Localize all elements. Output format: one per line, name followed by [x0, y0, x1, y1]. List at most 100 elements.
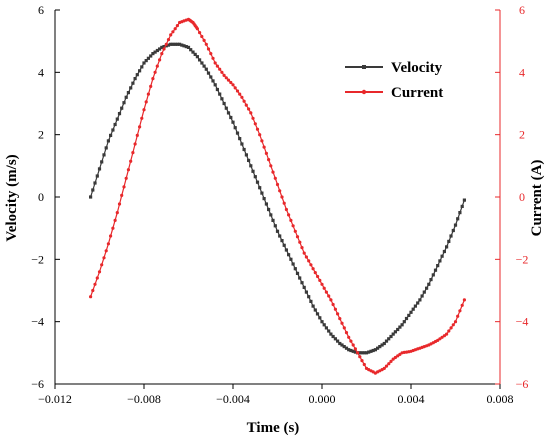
- current-point: [351, 343, 355, 347]
- current-point: [289, 218, 293, 222]
- velocity-point: [249, 164, 253, 168]
- x-tick-label: 0.004: [398, 392, 425, 406]
- current-point: [298, 240, 302, 244]
- velocity-point: [111, 128, 115, 132]
- velocity-point: [269, 213, 273, 217]
- current-point: [445, 332, 449, 336]
- current-point: [258, 133, 262, 137]
- current-point: [140, 116, 144, 120]
- current-point: [104, 249, 108, 253]
- current-point: [336, 312, 340, 316]
- velocity-point: [358, 351, 362, 355]
- current-point: [242, 99, 246, 103]
- velocity-point: [278, 234, 282, 238]
- velocity-point: [247, 158, 251, 162]
- velocity-point: [298, 276, 302, 280]
- current-point: [324, 290, 328, 294]
- current-point: [260, 139, 264, 143]
- velocity-point: [253, 175, 257, 179]
- velocity-point: [367, 350, 371, 354]
- current-point: [304, 255, 308, 259]
- y-tick-label: 2: [38, 128, 44, 142]
- velocity-point: [342, 345, 346, 349]
- current-point: [353, 347, 357, 351]
- y2-tick-label: −6: [516, 377, 529, 391]
- velocity-point: [222, 101, 226, 106]
- velocity-point: [244, 153, 248, 157]
- velocity-point: [456, 217, 460, 221]
- velocity-point: [104, 146, 108, 150]
- current-point: [387, 362, 391, 366]
- current-point: [91, 288, 95, 293]
- velocity-point: [215, 87, 219, 92]
- y2-tick-label: 6: [519, 3, 525, 17]
- current-point: [255, 127, 260, 131]
- velocity-point: [211, 79, 215, 83]
- legend-current-label: Current: [391, 85, 443, 101]
- velocity-point: [115, 117, 119, 121]
- velocity-point: [311, 304, 315, 308]
- current-point: [247, 107, 251, 111]
- velocity-point: [416, 301, 420, 305]
- velocity-point: [462, 198, 466, 202]
- x-tick-label: −0.008: [127, 392, 161, 406]
- velocity-point: [255, 180, 260, 184]
- current-point: [275, 182, 280, 187]
- velocity-point: [389, 334, 393, 339]
- current-point: [222, 73, 226, 77]
- current-point: [264, 151, 268, 155]
- current-point: [171, 30, 175, 34]
- current-point: [309, 263, 313, 267]
- velocity-point: [140, 65, 144, 69]
- current-point: [440, 335, 444, 339]
- velocity-point: [169, 42, 173, 46]
- current-point: [226, 78, 231, 82]
- velocity-point: [373, 348, 377, 352]
- velocity-point: [144, 59, 148, 63]
- y-tick-label: −2: [31, 252, 44, 266]
- current-point: [280, 195, 284, 199]
- current-point: [126, 168, 130, 172]
- velocity-point: [126, 91, 130, 95]
- velocity-point: [320, 320, 324, 324]
- velocity-point: [338, 341, 342, 346]
- velocity-point: [95, 174, 99, 178]
- velocity-point: [117, 112, 122, 116]
- velocity-point: [362, 351, 366, 355]
- current-point: [271, 170, 275, 174]
- current-point: [322, 286, 326, 290]
- current-point: [318, 278, 322, 282]
- velocity-point: [369, 349, 373, 353]
- velocity-point: [153, 50, 157, 54]
- current-point: [313, 271, 317, 275]
- current-point: [111, 226, 115, 230]
- velocity-point: [429, 278, 433, 282]
- current-point: [173, 27, 177, 31]
- current-point: [360, 359, 364, 363]
- velocity-point: [226, 111, 231, 115]
- current-point: [158, 58, 162, 62]
- current-point: [340, 321, 344, 325]
- current-point: [109, 234, 113, 238]
- current-point: [436, 338, 440, 342]
- legend-current-marker: [361, 89, 367, 95]
- current-point: [218, 67, 222, 71]
- current-point: [175, 24, 179, 28]
- velocity-point: [138, 69, 142, 73]
- x-axis-title: Time (s): [247, 420, 300, 436]
- current-point: [231, 83, 235, 87]
- y2-tick-label: 0: [519, 190, 525, 204]
- y2-axis-title: Current (A): [529, 160, 545, 237]
- current-point: [133, 142, 137, 146]
- current-point: [282, 201, 286, 205]
- current-point: [215, 64, 219, 68]
- velocity-point: [242, 147, 246, 152]
- velocity-point: [275, 229, 280, 233]
- current-point: [462, 298, 466, 302]
- velocity-point: [329, 332, 333, 336]
- velocity-point: [122, 101, 126, 105]
- velocity-point: [271, 218, 275, 222]
- velocity-point: [336, 339, 340, 343]
- velocity-point: [162, 45, 166, 49]
- velocity-point: [233, 126, 237, 130]
